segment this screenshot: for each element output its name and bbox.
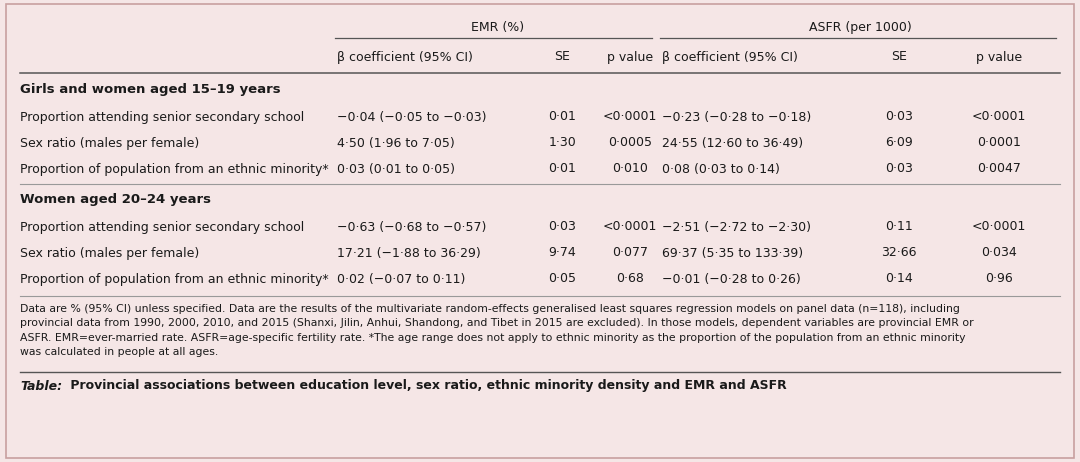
Text: 0·03: 0·03 bbox=[886, 110, 913, 123]
Text: 0·0001: 0·0001 bbox=[977, 136, 1021, 150]
Text: Proportion attending senior secondary school: Proportion attending senior secondary sc… bbox=[21, 110, 305, 123]
Text: Proportion of population from an ethnic minority*: Proportion of population from an ethnic … bbox=[21, 273, 328, 286]
Text: <0·0001: <0·0001 bbox=[603, 110, 658, 123]
Text: 0·08 (0·03 to 0·14): 0·08 (0·03 to 0·14) bbox=[662, 163, 780, 176]
Text: 0·034: 0·034 bbox=[981, 247, 1017, 260]
Text: β coefficient (95% CI): β coefficient (95% CI) bbox=[337, 50, 473, 63]
Text: −0·23 (−0·28 to −0·18): −0·23 (−0·28 to −0·18) bbox=[662, 110, 811, 123]
Text: <0·0001: <0·0001 bbox=[972, 110, 1026, 123]
Text: Sex ratio (males per female): Sex ratio (males per female) bbox=[21, 136, 199, 150]
Text: 0·11: 0·11 bbox=[886, 220, 913, 233]
Text: 0·05: 0·05 bbox=[549, 273, 577, 286]
Text: SE: SE bbox=[554, 50, 570, 63]
Text: Data are % (95% CI) unless specified. Data are the results of the multivariate r: Data are % (95% CI) unless specified. Da… bbox=[21, 304, 974, 357]
Text: EMR (%): EMR (%) bbox=[471, 22, 524, 35]
Text: 9·74: 9·74 bbox=[549, 247, 577, 260]
Text: Girls and women aged 15–19 years: Girls and women aged 15–19 years bbox=[21, 83, 281, 96]
Text: 32·66: 32·66 bbox=[881, 247, 917, 260]
Text: 0·03: 0·03 bbox=[549, 220, 577, 233]
Text: β coefficient (95% CI): β coefficient (95% CI) bbox=[662, 50, 798, 63]
Text: −0·01 (−0·28 to 0·26): −0·01 (−0·28 to 0·26) bbox=[662, 273, 800, 286]
Text: Proportion of population from an ethnic minority*: Proportion of population from an ethnic … bbox=[21, 163, 328, 176]
Text: 0·14: 0·14 bbox=[886, 273, 913, 286]
Text: 69·37 (5·35 to 133·39): 69·37 (5·35 to 133·39) bbox=[662, 247, 804, 260]
Text: ASFR (per 1000): ASFR (per 1000) bbox=[809, 22, 912, 35]
Text: 6·09: 6·09 bbox=[886, 136, 913, 150]
Text: 0·68: 0·68 bbox=[616, 273, 644, 286]
Text: Provincial associations between education level, sex ratio, ethnic minority dens: Provincial associations between educatio… bbox=[66, 379, 786, 393]
Text: Women aged 20–24 years: Women aged 20–24 years bbox=[21, 193, 211, 206]
Text: 0·96: 0·96 bbox=[985, 273, 1013, 286]
Text: <0·0001: <0·0001 bbox=[603, 220, 658, 233]
Text: p value: p value bbox=[607, 50, 653, 63]
Text: <0·0001: <0·0001 bbox=[972, 220, 1026, 233]
Text: 17·21 (−1·88 to 36·29): 17·21 (−1·88 to 36·29) bbox=[337, 247, 481, 260]
FancyBboxPatch shape bbox=[6, 4, 1074, 458]
Text: 24·55 (12·60 to 36·49): 24·55 (12·60 to 36·49) bbox=[662, 136, 804, 150]
Text: 0·0047: 0·0047 bbox=[977, 163, 1021, 176]
Text: Proportion attending senior secondary school: Proportion attending senior secondary sc… bbox=[21, 220, 305, 233]
Text: −0·63 (−0·68 to −0·57): −0·63 (−0·68 to −0·57) bbox=[337, 220, 486, 233]
Text: p value: p value bbox=[976, 50, 1022, 63]
Text: 0·01: 0·01 bbox=[549, 110, 577, 123]
Text: 4·50 (1·96 to 7·05): 4·50 (1·96 to 7·05) bbox=[337, 136, 455, 150]
Text: 1·30: 1·30 bbox=[549, 136, 577, 150]
Text: −2·51 (−2·72 to −2·30): −2·51 (−2·72 to −2·30) bbox=[662, 220, 811, 233]
Text: −0·04 (−0·05 to −0·03): −0·04 (−0·05 to −0·03) bbox=[337, 110, 486, 123]
Text: 0·0005: 0·0005 bbox=[608, 136, 652, 150]
Text: 0·010: 0·010 bbox=[612, 163, 648, 176]
Text: 0·03 (0·01 to 0·05): 0·03 (0·01 to 0·05) bbox=[337, 163, 455, 176]
Text: 0·01: 0·01 bbox=[549, 163, 577, 176]
Text: 0·03: 0·03 bbox=[886, 163, 913, 176]
Text: SE: SE bbox=[891, 50, 907, 63]
Text: Sex ratio (males per female): Sex ratio (males per female) bbox=[21, 247, 199, 260]
Text: 0·02 (−0·07 to 0·11): 0·02 (−0·07 to 0·11) bbox=[337, 273, 465, 286]
Text: 0·077: 0·077 bbox=[612, 247, 648, 260]
Text: Table:: Table: bbox=[21, 379, 63, 393]
